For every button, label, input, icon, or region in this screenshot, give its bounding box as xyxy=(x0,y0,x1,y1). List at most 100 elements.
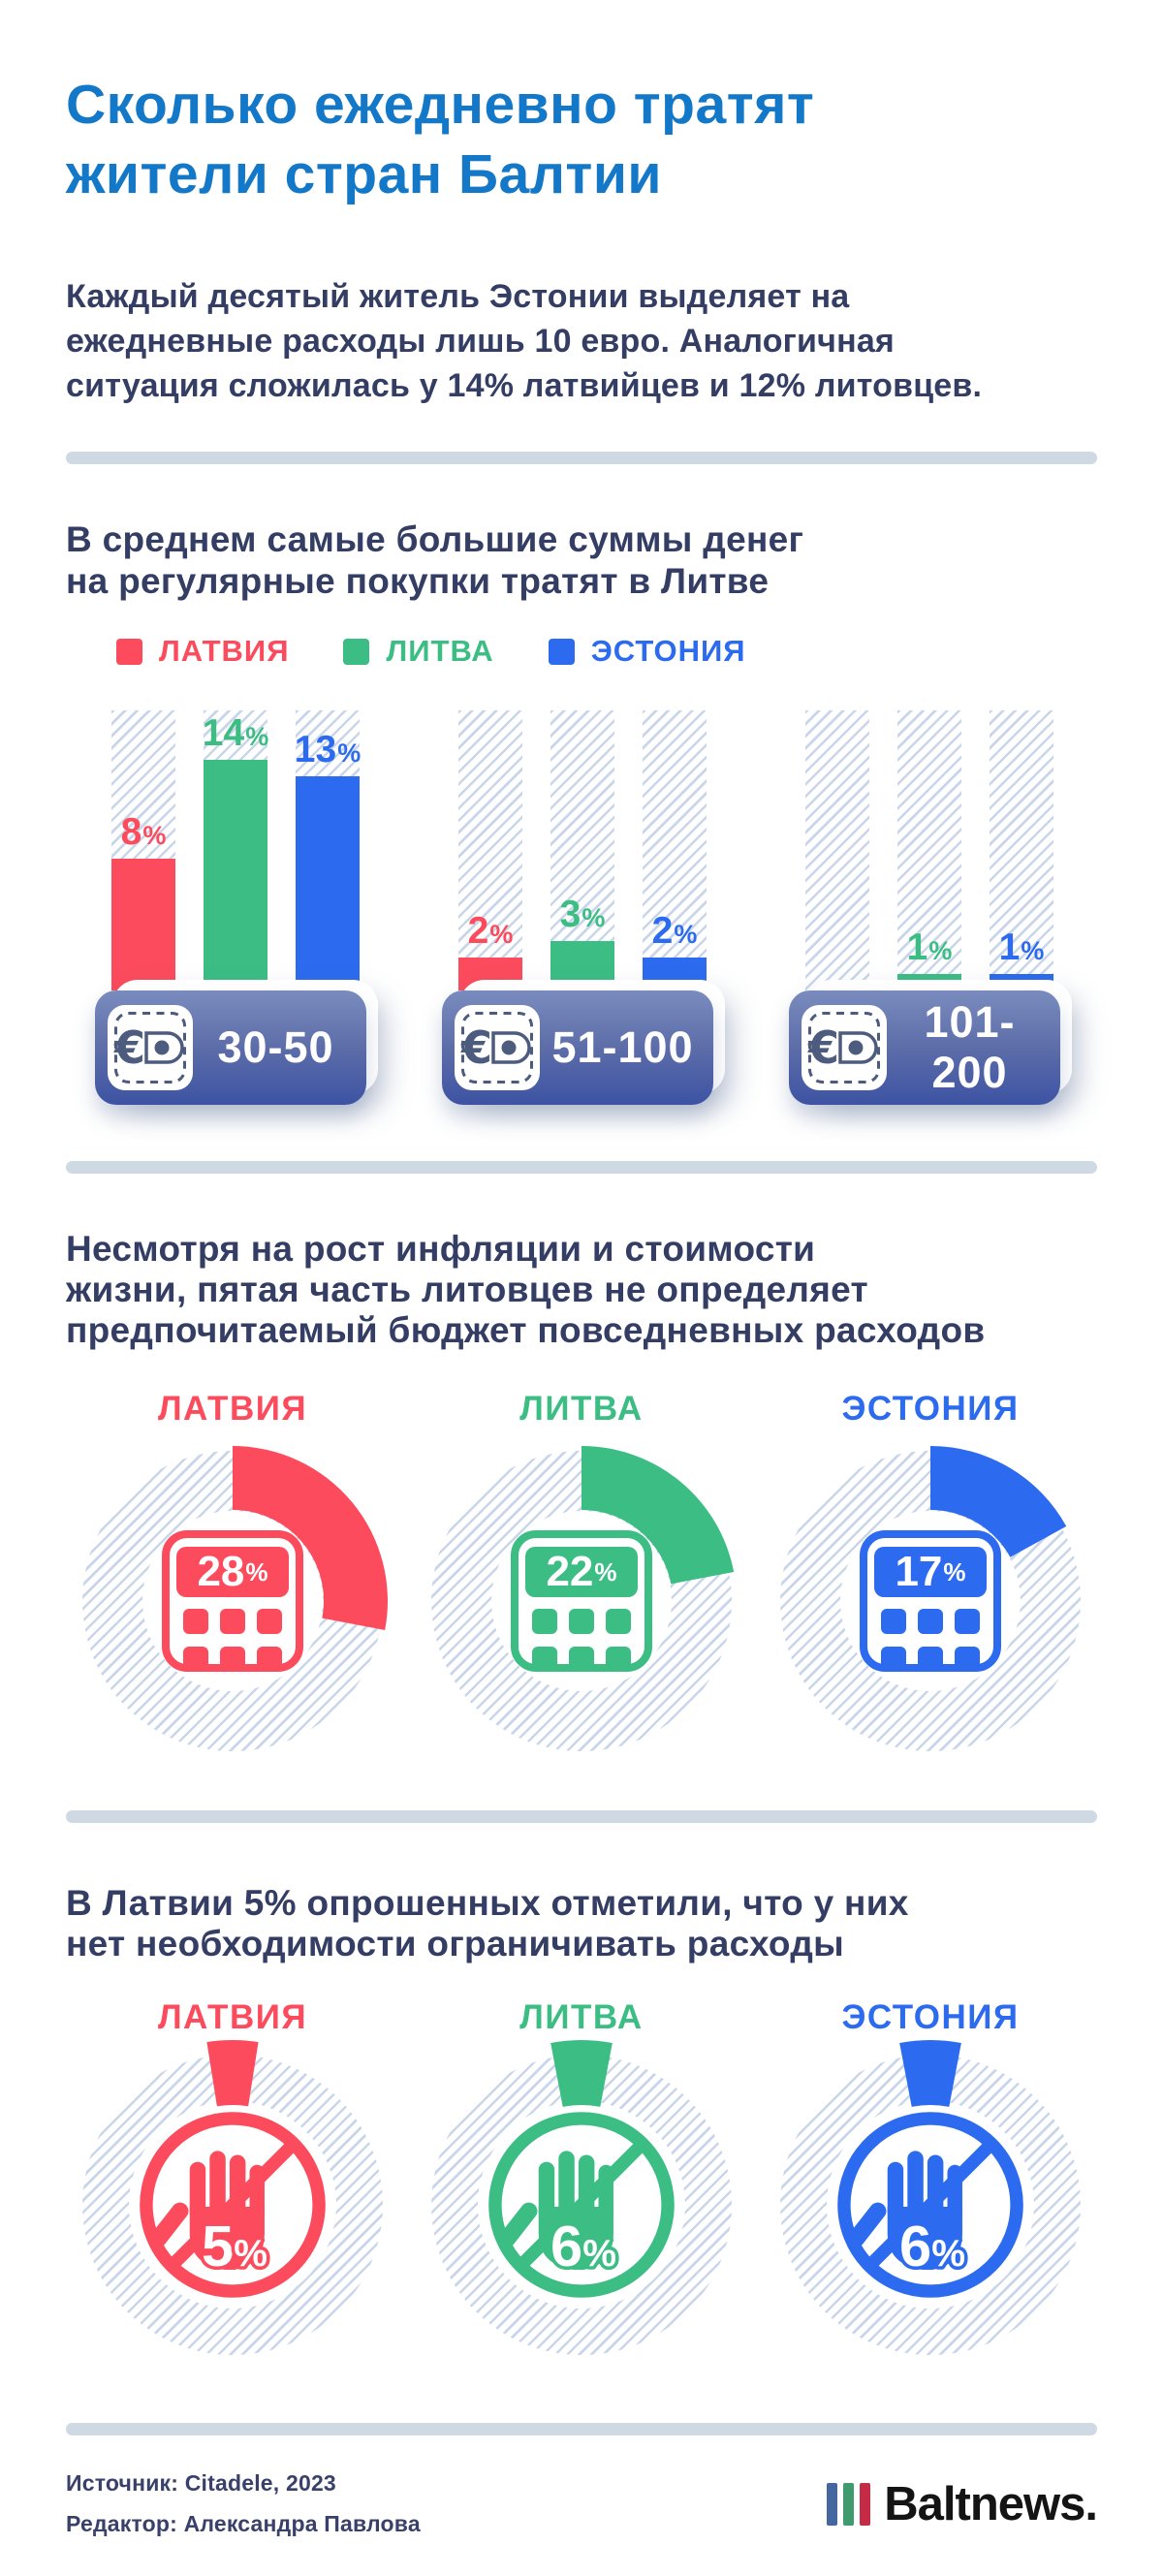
country-label: ЛАТВИЯ xyxy=(157,1998,308,2036)
footer: Источник: Citadele, 2023 Редактор: Алекс… xyxy=(0,2470,1163,2537)
editor-credit: Редактор: Александра Павлова xyxy=(66,2511,421,2536)
section-title-line: на регулярные покупки тратят в Литве xyxy=(66,561,770,601)
svg-text:6%: 6% xyxy=(899,2214,965,2278)
nolimit-cell-lithuania: ЛИТВА 6% xyxy=(422,1998,741,2355)
section-title-line: нет необходимости ограничивать расходы xyxy=(66,1924,845,1963)
section-title-spend: В среднем самые большие суммы денег на р… xyxy=(66,518,1097,602)
nolimit-cell-estonia: ЭСТОНИЯ 6% xyxy=(770,1998,1090,2355)
category-card: €51-100 xyxy=(442,990,713,1105)
bar-value-label: 2% xyxy=(651,910,698,952)
category-label: 30-50 xyxy=(217,1022,334,1072)
bar-group-51-100: 2% 3% 2% €51-100 xyxy=(442,710,725,1110)
section-divider xyxy=(66,2423,1097,2435)
credits: Источник: Citadele, 2023 Редактор: Алекс… xyxy=(66,2470,421,2537)
wallet-euro-icon: € xyxy=(455,1005,540,1090)
budget-cell-estonia: ЭСТОНИЯ 17% xyxy=(770,1390,1090,1751)
legend-swatch-icon xyxy=(116,638,142,665)
calculator-keys xyxy=(867,1597,993,1672)
donut-arc xyxy=(582,1446,735,1585)
donut-arc xyxy=(233,1446,389,1630)
bar-value-label: 8% xyxy=(120,811,167,853)
country-label: ЭСТОНИЯ xyxy=(841,1998,1020,2036)
bar-value-label: 13% xyxy=(294,729,361,770)
calculator-icon: 28% xyxy=(162,1530,303,1672)
svg-text:6%: 6% xyxy=(550,2214,616,2278)
wallet-euro-icon: € xyxy=(108,1005,193,1090)
section-divider xyxy=(66,1161,1097,1174)
category-label: 101-200 xyxy=(924,997,1016,1097)
country-label: ЛИТВА xyxy=(519,1998,644,2036)
svg-text:€: € xyxy=(113,1021,145,1074)
nolimit-row: ЛАТВИЯ 5% ЛИТВА 6% ЭСТОНИЯ 6% xyxy=(66,1998,1097,2355)
intro-line: ситуация сложилась у 14% латвийцев и 12%… xyxy=(66,367,983,404)
percent-wedge xyxy=(206,2039,259,2107)
no-limit-estonia: 6% xyxy=(780,2039,1081,2355)
page-title-line: жители стран Балтии xyxy=(66,143,662,205)
baltnews-wordmark: Baltnews. xyxy=(884,2477,1098,2530)
bar-value-label: 1% xyxy=(906,927,953,968)
section-title-line: предпочитаемый бюджет повседневных расхо… xyxy=(66,1310,986,1350)
no-limit-latvia: 5% xyxy=(82,2039,383,2355)
legend-label: ЭСТОНИЯ xyxy=(590,634,746,668)
bar-latvia xyxy=(111,859,175,990)
budget-cell-latvia: ЛАТВИЯ 28% xyxy=(73,1390,393,1751)
calculator-icon: 17% xyxy=(860,1530,1001,1672)
section-title-line: В среднем самые большие суммы денег xyxy=(66,519,804,559)
section-title-line: Несмотря на рост инфляции и стоимости xyxy=(66,1229,816,1269)
no-limit-lithuania: 6% xyxy=(431,2039,732,2355)
category-card: €101-200 xyxy=(789,990,1060,1105)
stop-hand-icon: 6% xyxy=(837,2112,1023,2298)
percent-wedge xyxy=(899,2039,961,2107)
legend-label: ЛАТВИЯ xyxy=(159,634,290,668)
percent-wedge xyxy=(550,2039,613,2107)
section-title-nolimit: В Латвии 5% опрошенных отметили, что у н… xyxy=(66,1883,1097,1964)
svg-text:5%: 5% xyxy=(202,2214,267,2278)
nolimit-cell-latvia: ЛАТВИЯ 5% xyxy=(73,1998,393,2355)
bar-group-30-50: 8% 14% 13% €30-50 xyxy=(95,710,378,1110)
calculator-icon: 22% xyxy=(511,1530,652,1672)
section-divider xyxy=(66,1810,1097,1823)
calculator-value: 22% xyxy=(525,1547,638,1597)
section-title-line: В Латвии 5% опрошенных отметили, что у н… xyxy=(66,1883,909,1923)
intro-line: ежедневные расходы лишь 10 евро. Аналоги… xyxy=(66,323,895,360)
bar-value-label: 14% xyxy=(202,712,269,754)
budget-cell-lithuania: ЛИТВА 22% xyxy=(422,1390,741,1751)
stop-hand-icon: 6% xyxy=(488,2112,675,2298)
country-label: ЛАТВИЯ xyxy=(157,1390,308,1428)
section-title-line: жизни, пятая часть литовцев не определяе… xyxy=(66,1270,868,1309)
page-title-line: Сколько ежедневно тратят xyxy=(66,74,815,136)
bar-value-label: 3% xyxy=(559,894,606,935)
baltnews-bars-icon xyxy=(827,2482,871,2526)
legend-swatch-icon xyxy=(548,638,575,665)
bar-value-label: 1% xyxy=(998,927,1045,968)
donut-latvia: 28% xyxy=(82,1446,389,1751)
wallet-euro-icon: € xyxy=(802,1005,887,1090)
svg-text:€: € xyxy=(807,1021,839,1074)
intro-text: Каждый десятый житель Эстонии выделяет н… xyxy=(66,274,1097,408)
chart-legend: ЛАТВИЯ ЛИТВА ЭСТОНИЯ xyxy=(116,634,1097,668)
legend-item-lithuania: ЛИТВА xyxy=(343,634,493,669)
page-title: Сколько ежедневно тратят жители стран Ба… xyxy=(66,0,1097,209)
bar-estonia xyxy=(296,776,360,990)
bar-group-101-200: 1% 1% €101-200 xyxy=(789,710,1072,1110)
intro-line: Каждый десятый житель Эстонии выделяет н… xyxy=(66,278,850,315)
svg-text:€: € xyxy=(460,1021,492,1074)
calculator-value: 28% xyxy=(176,1547,289,1597)
bar-value-label: 2% xyxy=(467,910,514,952)
baltnews-logo: Baltnews. xyxy=(827,2477,1098,2531)
budget-row: ЛАТВИЯ 28% ЛИТВА 22% ЭСТОНИЯ 17% xyxy=(66,1390,1097,1751)
legend-swatch-icon xyxy=(343,638,370,665)
stop-hand-icon: 5% xyxy=(140,2112,326,2298)
legend-label: ЛИТВА xyxy=(386,634,494,668)
category-card: €30-50 xyxy=(95,990,366,1105)
country-label: ЛИТВА xyxy=(519,1390,644,1428)
calculator-keys xyxy=(519,1597,644,1672)
bar-lithuania xyxy=(204,760,267,990)
calculator-keys xyxy=(170,1597,296,1672)
country-label: ЭСТОНИЯ xyxy=(841,1390,1020,1428)
source-credit: Источник: Citadele, 2023 xyxy=(66,2470,336,2496)
section-divider xyxy=(66,452,1097,464)
donut-estonia: 17% xyxy=(780,1446,1081,1751)
category-label: 51-100 xyxy=(551,1022,694,1072)
